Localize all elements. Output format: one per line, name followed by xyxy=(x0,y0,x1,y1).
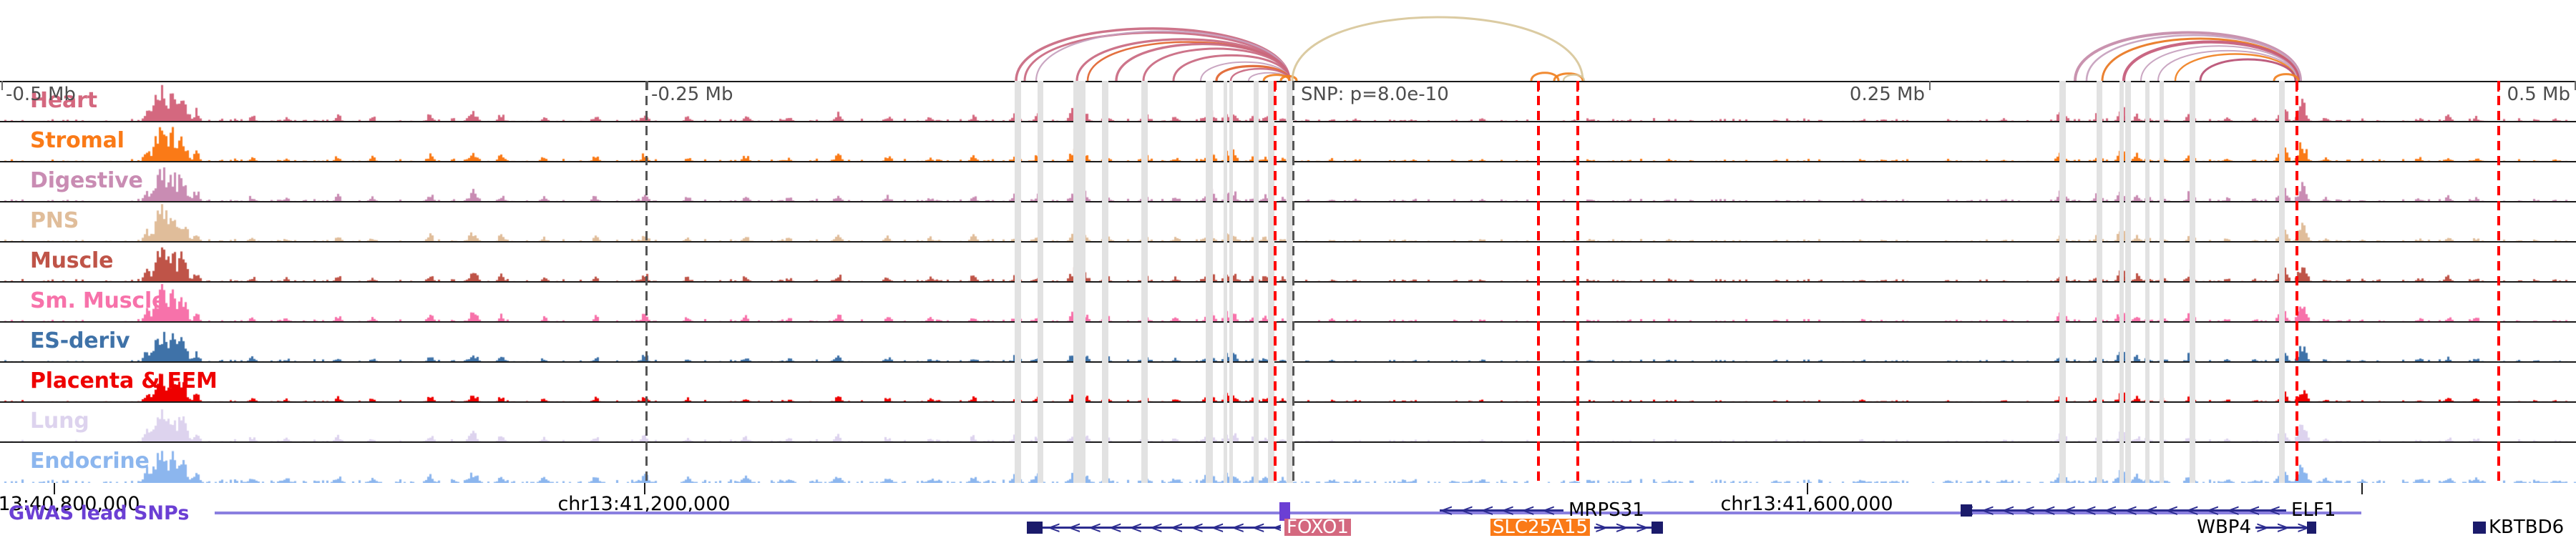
ruler-label: chr13:41,200,000 xyxy=(557,493,731,515)
gene-strand-arrows: < < < < < < < < < < < < < < < < < < < < … xyxy=(1961,503,2286,519)
interaction-arc xyxy=(1142,47,1291,82)
gene-slc25a15[interactable]: > > > > > SLC25A15 xyxy=(0,518,2576,537)
interaction-arc xyxy=(1172,54,1291,82)
gene-kbtbd6[interactable]: > KBTBD6 xyxy=(0,517,2576,538)
gene-body xyxy=(1961,509,2286,512)
interaction-arc xyxy=(2085,34,2302,82)
interaction-arc xyxy=(1530,72,1560,82)
gene-label-elf1[interactable]: ELF1 xyxy=(2291,499,2336,521)
gene-wbp4[interactable]: > > > > WBP4 xyxy=(0,517,2576,538)
interaction-arc xyxy=(1015,27,1291,82)
axis-tick xyxy=(1,81,3,90)
ruler-label: chr13:41,600,000 xyxy=(1720,493,1893,515)
signal-profile-canvas xyxy=(0,122,2576,161)
gene-exon-block xyxy=(2473,522,2486,534)
gene-exon-block xyxy=(1961,504,1972,517)
gene-body xyxy=(1594,527,1660,529)
axis-tick xyxy=(2575,81,2576,90)
snp-axis-tick xyxy=(1274,81,1276,92)
signal-track-sm-muscle[interactable]: Sm. Muscle xyxy=(0,283,2576,323)
signal-profile-canvas xyxy=(0,443,2576,483)
ruler-tick xyxy=(1807,483,1808,494)
gene-label-mrps31[interactable]: MRPS31 xyxy=(1568,499,1644,521)
signal-track-placenta-eem[interactable]: Placenta & EEM xyxy=(0,363,2576,403)
gene-body xyxy=(1027,527,1281,529)
gene-strand-arrows: > > > > xyxy=(2255,520,2313,536)
signal-profile-canvas xyxy=(0,363,2576,401)
snp-axis-tick xyxy=(2497,81,2499,92)
gene-label-foxo1[interactable]: FOXO1 xyxy=(1284,518,1351,537)
gene-body xyxy=(2255,527,2313,529)
gwas-lead-snp-mark[interactable] xyxy=(1279,502,1290,521)
signal-track-es-deriv[interactable]: ES-deriv xyxy=(0,323,2576,363)
signal-track-digestive[interactable]: Digestive xyxy=(0,162,2576,202)
gene-mrps31[interactable]: < < < < < < < < < < MRPS31 xyxy=(0,499,2576,521)
ruler-tick xyxy=(644,483,645,494)
interaction-arc xyxy=(1291,16,1584,82)
signal-profile-canvas xyxy=(0,323,2576,361)
signal-profile-canvas xyxy=(0,162,2576,201)
interaction-arc xyxy=(1279,74,1298,82)
axis-tick xyxy=(1929,81,1931,90)
axis-label: -0.5 Mb xyxy=(6,84,76,105)
axis-tick xyxy=(647,81,648,90)
axis-label: 0.5 Mb xyxy=(2507,84,2570,105)
ruler-tick xyxy=(54,483,55,494)
gene-body xyxy=(1440,509,1563,512)
snp-axis-tick xyxy=(2296,81,2298,92)
interaction-arc xyxy=(1262,74,1291,82)
ruler-tick xyxy=(2361,483,2363,494)
gene-foxo1[interactable]: < < < < < < < < < < < < < < < < < < < < … xyxy=(0,518,2576,537)
signal-profile-canvas xyxy=(0,202,2576,241)
signal-track-lung[interactable]: Lung xyxy=(0,403,2576,443)
gene-strand-arrows: > > > > > xyxy=(1594,520,1660,536)
axis-label: 0.25 Mb xyxy=(1849,84,1925,105)
signal-profile-canvas xyxy=(0,82,2576,121)
interaction-arc xyxy=(1562,74,1586,82)
gene-elf1[interactable]: < < < < < < < < < < < < < < < < < < < < … xyxy=(0,499,2576,521)
signal-profile-canvas xyxy=(0,283,2576,321)
interaction-arc xyxy=(1553,72,1584,82)
signal-tracks-panel: Heart Stromal Digestive PNS Muscle Sm. Muscle… xyxy=(0,81,2576,483)
gwas-lead-snps-track: GWAS lead SNPs xyxy=(0,502,2576,524)
gene-label-slc25a15[interactable]: SLC25A15 xyxy=(1490,518,1590,537)
arcs-svg xyxy=(1015,16,2302,82)
axis-label: -0.25 Mb xyxy=(651,84,733,105)
gene-exon-block xyxy=(1652,522,1663,534)
snp-pvalue-label: SNP: p=8.0e-10 xyxy=(1301,84,1449,105)
signal-profile-canvas xyxy=(0,243,2576,281)
gene-strand-arrows: < < < < < < < < < < xyxy=(1440,503,1563,519)
interaction-arc xyxy=(1035,30,1291,82)
gene-label-wbp4[interactable]: WBP4 xyxy=(2197,517,2251,538)
signal-profile-canvas xyxy=(0,403,2576,441)
signal-track-pns[interactable]: PNS xyxy=(0,202,2576,243)
signal-track-endocrine[interactable]: Endocrine xyxy=(0,443,2576,483)
gene-annotation-track: < < < < < < < < < < < < < < < < < < < < … xyxy=(0,499,2576,538)
signal-track-muscle[interactable]: Muscle xyxy=(0,243,2576,283)
signal-track-stromal[interactable]: Stromal xyxy=(0,122,2576,162)
gwas-lead-snps-label: GWAS lead SNPs xyxy=(9,502,190,524)
ruler-label: chr13:40,800,000 xyxy=(0,493,140,515)
gene-strand-arrows: < < < < < < < < < < < < < < < < < < < < xyxy=(1027,520,1281,536)
interaction-arc xyxy=(2157,49,2298,82)
gene-label-kbtbd6[interactable]: KBTBD6 xyxy=(2489,517,2565,538)
snp-axis-tick xyxy=(1537,81,1539,92)
gene-exon-block xyxy=(1027,522,1043,534)
snp-axis-tick xyxy=(1576,81,1579,92)
interaction-arc xyxy=(2199,58,2297,82)
chromatin-interaction-arcs xyxy=(0,0,2576,82)
interaction-arc xyxy=(2122,40,2301,82)
interaction-arc xyxy=(2140,45,2298,82)
signal-track-heart[interactable]: Heart xyxy=(0,82,2576,122)
gene-exon-block xyxy=(2307,522,2316,534)
interaction-arc xyxy=(2273,73,2300,82)
coordinate-ruler: chr13:40,800,000 chr13:41,200,000 chr13:41… xyxy=(0,483,2576,537)
